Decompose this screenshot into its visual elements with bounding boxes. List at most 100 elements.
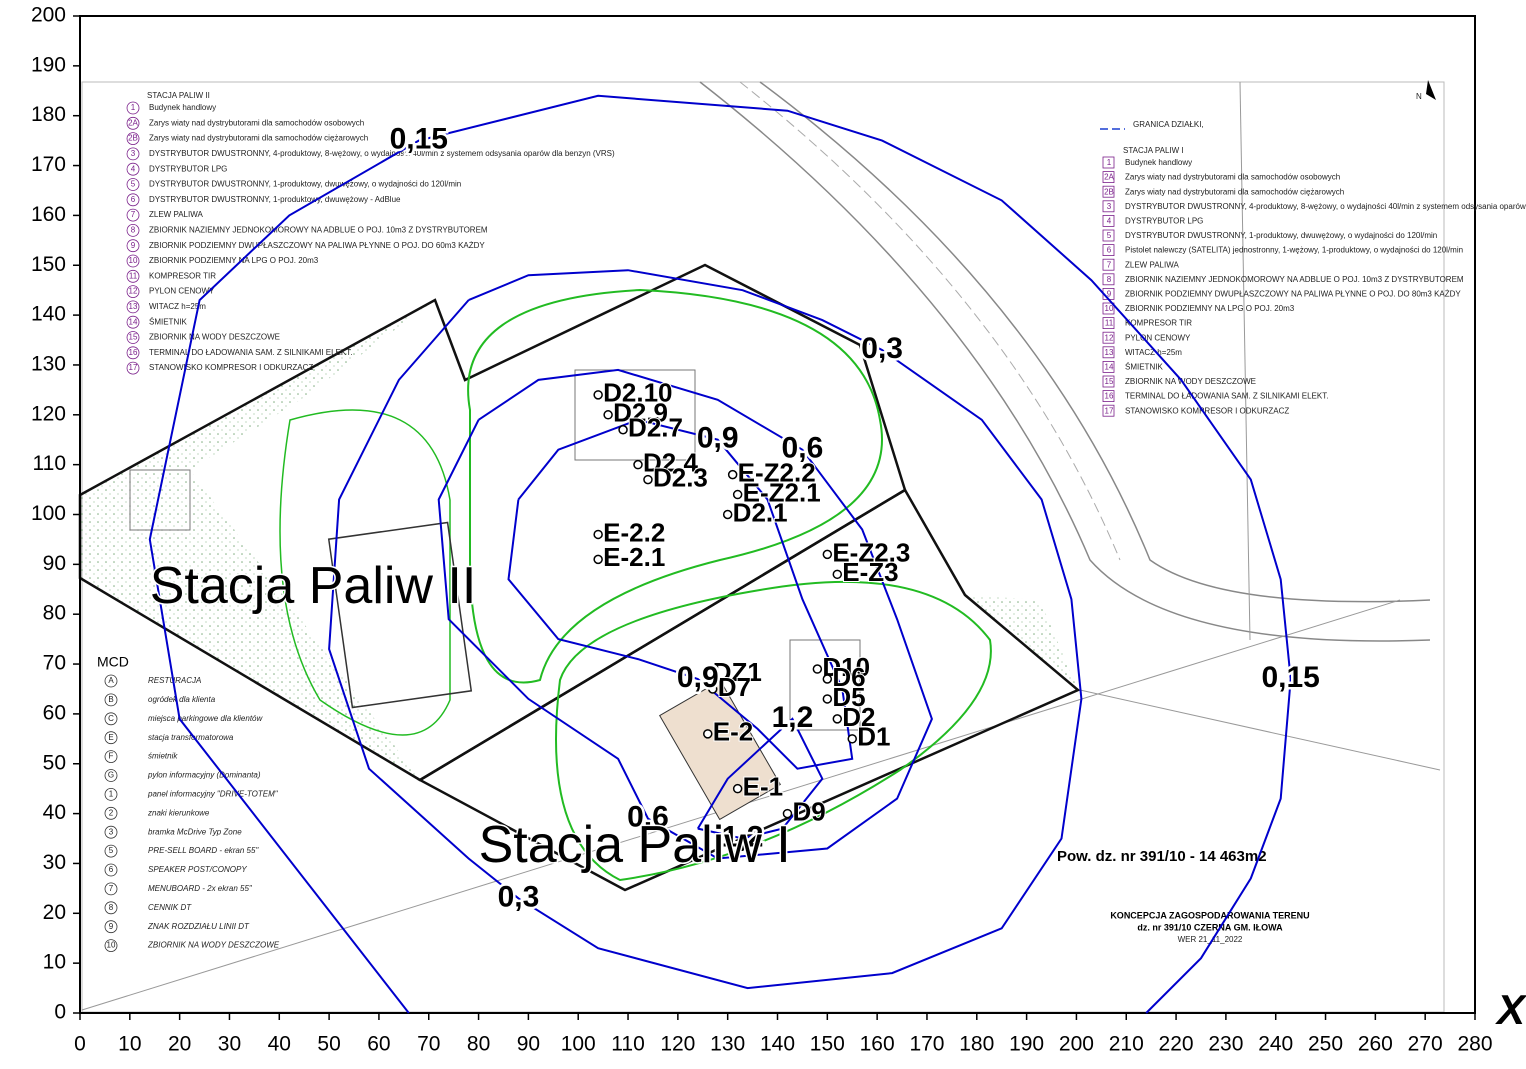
- x-tick-label: 120: [660, 1033, 695, 1056]
- area-note: Pow. dz. nr 391/10 - 14 463m2: [1057, 848, 1267, 865]
- legend-text: ZBIORNIK PODZIEMNY DWUPŁASZCZOWY NA PALI…: [149, 241, 485, 250]
- legend-key: E: [108, 733, 113, 742]
- y-tick-label: 150: [31, 253, 66, 276]
- contour-label: 0,15: [390, 123, 448, 156]
- legend-key: 3: [109, 827, 114, 836]
- y-tick-label: 80: [43, 602, 66, 625]
- source-point: [724, 511, 732, 519]
- x-tick-label: 60: [367, 1033, 390, 1056]
- legend-text: MENUBOARD - 2x ekran 55": [148, 884, 253, 893]
- x-tick-label: 230: [1208, 1033, 1243, 1056]
- legend-key: 15: [129, 333, 138, 342]
- legend-key: 16: [129, 348, 138, 357]
- legend-text: ZBIORNIK NAZIEMNY JEDNOKOMOROWY NA ADBLU…: [1125, 275, 1464, 284]
- point-label: E-1: [743, 772, 783, 802]
- x-tick-label: 250: [1308, 1033, 1343, 1056]
- legend-key: 3: [131, 149, 136, 158]
- legend-text: Pistolet nalewczy (SATELITA) jednostronn…: [1125, 246, 1463, 255]
- legend-key: 10: [107, 941, 116, 950]
- legend-key: 2B: [128, 134, 138, 143]
- legend-key: 6: [131, 195, 136, 204]
- y-tick-label: 170: [31, 153, 66, 176]
- point-label: E-2: [713, 717, 753, 747]
- y-tick-label: 180: [31, 103, 66, 126]
- legend-text: PRE-SELL BOARD - ekran 55": [148, 846, 259, 855]
- region-label: Stacja Paliw I: [479, 816, 791, 874]
- legend-key: 14: [129, 317, 138, 326]
- point-label: D9: [792, 796, 825, 826]
- source-point: [704, 730, 712, 738]
- legend-text: miejsca parkingowe dla klientów: [148, 714, 264, 723]
- point-label: E-2.1: [603, 542, 665, 572]
- x-tick-label: 270: [1408, 1033, 1443, 1056]
- legend-text: DYSTRYBUTOR DWUSTRONNY, 1-produktowy, dw…: [1125, 231, 1437, 240]
- legend-text: KOMPRESOR TIR: [1125, 319, 1192, 328]
- legend-text: ZBIORNIK PODZIEMNY DWUPŁASZCZOWY NA PALI…: [1125, 290, 1461, 299]
- y-tick-label: 30: [43, 851, 66, 874]
- source-point: [594, 391, 602, 399]
- legend-text: ŚMIETNIK: [149, 317, 187, 326]
- legend-text: ZLEW PALIWA: [149, 210, 203, 219]
- legend-key: 7: [1107, 260, 1112, 269]
- legend-text: STANOWISKO KOMPRESOR I ODKURZACZ: [149, 363, 313, 372]
- legend-key: 8: [1107, 275, 1112, 284]
- legend-text: Zarys wiaty nad dystrybutorami dla samoc…: [1125, 187, 1344, 196]
- legend-key: 5: [1107, 231, 1112, 240]
- x-tick-label: 90: [517, 1033, 540, 1056]
- legend-text: ZLEW PALIWA: [1125, 260, 1179, 269]
- page: {"chart_data": { "type": "contour", "x_l…: [0, 0, 1526, 1069]
- legend-key: 9: [109, 922, 114, 931]
- y-tick-label: 10: [43, 951, 66, 974]
- legend-key: 6: [1107, 246, 1112, 255]
- legend-text: ZNAK ROZDZIAŁU LINII DT: [147, 922, 250, 931]
- source-point: [823, 675, 831, 683]
- legend-text: ogródek dla klienta: [148, 695, 216, 704]
- legend-text: DYSTRYBUTOR LPG: [1125, 217, 1203, 226]
- north-label: N: [1416, 92, 1422, 101]
- legend-key: 11: [129, 271, 138, 280]
- source-point: [644, 476, 652, 484]
- legend-key: F: [109, 752, 114, 761]
- x-tick-label: 240: [1258, 1033, 1293, 1056]
- y-tick-label: 160: [31, 203, 66, 226]
- y-tick-label: 120: [31, 402, 66, 425]
- boundary-legend: GRANICA DZIAŁKI,: [1133, 120, 1204, 129]
- legend-text: Zarys wiaty nad dystrybutorami dla samoc…: [1125, 173, 1340, 182]
- x-tick-label: 10: [118, 1033, 141, 1056]
- x-tick-label: 220: [1159, 1033, 1194, 1056]
- contour-label: 0,6: [782, 432, 824, 465]
- legend-text: ŚMIETNIK: [1125, 363, 1163, 372]
- point-label: D7: [718, 672, 751, 702]
- contour-label: 0,3: [498, 880, 540, 913]
- contour-label: 0,9: [677, 661, 719, 694]
- legend-text: Zarys wiaty nad dystrybutorami dla samoc…: [149, 134, 368, 143]
- point-label: D2.3: [653, 462, 708, 492]
- contour-label: 0,15: [1261, 661, 1319, 694]
- y-tick-label: 50: [43, 751, 66, 774]
- x-tick-label: 0: [74, 1033, 86, 1056]
- mcd-title: MCD: [97, 654, 129, 670]
- point-label: D2.7: [628, 413, 683, 443]
- x-tick-label: 160: [860, 1033, 895, 1056]
- x-tick-label: 190: [1009, 1033, 1044, 1056]
- x-tick-label: 110: [611, 1033, 644, 1056]
- source-point: [729, 471, 737, 479]
- point-label: D1: [857, 722, 890, 752]
- source-point: [734, 785, 742, 793]
- y-tick-label: 130: [31, 352, 66, 375]
- y-tick-label: 110: [33, 452, 66, 475]
- legend-key: 9: [131, 241, 136, 250]
- legend-key: 2A: [1104, 173, 1114, 182]
- legend-key: 8: [131, 226, 136, 235]
- y-tick-label: 100: [31, 502, 66, 525]
- contour-label: 0,9: [697, 422, 739, 455]
- y-tick-label: 40: [43, 801, 66, 824]
- legend-text: ZBIORNIK PODZIEMNY NA LPG O POJ. 20m3: [1125, 304, 1295, 313]
- source-point: [823, 550, 831, 558]
- legend-key: 3: [1107, 202, 1112, 211]
- y-tick-label: 140: [31, 303, 66, 326]
- legend-key: 15: [1105, 377, 1114, 386]
- x-tick-label: 40: [268, 1033, 291, 1056]
- legend-key: 7: [109, 884, 114, 893]
- legend-key: 1: [109, 790, 114, 799]
